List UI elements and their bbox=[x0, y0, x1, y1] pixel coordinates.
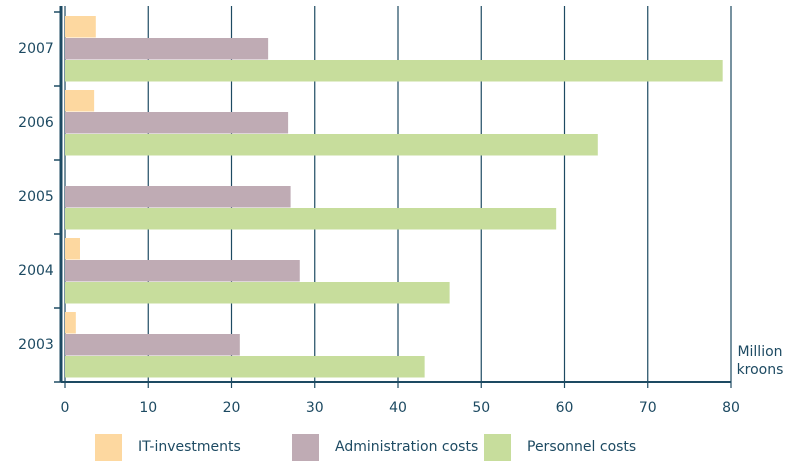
legend-swatch bbox=[95, 434, 122, 461]
bar bbox=[65, 90, 95, 112]
bar bbox=[65, 334, 240, 356]
bar bbox=[65, 238, 80, 260]
bar bbox=[65, 356, 425, 378]
bar bbox=[65, 60, 723, 82]
y-tick-label: 2004 bbox=[18, 263, 54, 279]
x-tick-label: 20 bbox=[223, 400, 241, 416]
x-tick-label: 30 bbox=[306, 400, 324, 416]
bar bbox=[65, 208, 557, 230]
legend-label: IT-investments bbox=[138, 439, 241, 455]
legend-swatch bbox=[292, 434, 319, 461]
x-tick-label: 70 bbox=[639, 400, 657, 416]
bar bbox=[65, 134, 598, 156]
x-tick-label: 0 bbox=[61, 400, 70, 416]
legend-label: Administration costs bbox=[335, 439, 478, 455]
y-tick-label: 2007 bbox=[18, 41, 54, 57]
x-tick-label: 40 bbox=[389, 400, 407, 416]
y-tick-label: 2006 bbox=[18, 115, 54, 131]
x-axis-label: Million kroons bbox=[736, 344, 784, 378]
y-tick-label: 2005 bbox=[18, 189, 54, 205]
x-tick-label: 60 bbox=[556, 400, 574, 416]
bar bbox=[65, 16, 96, 38]
bar bbox=[65, 312, 76, 334]
bar bbox=[65, 260, 300, 282]
x-tick-label: 80 bbox=[722, 400, 740, 416]
x-tick-label: 10 bbox=[139, 400, 157, 416]
bar bbox=[65, 38, 269, 60]
y-tick-label: 2003 bbox=[18, 337, 54, 353]
bar bbox=[65, 112, 289, 134]
bar bbox=[65, 186, 291, 208]
bar bbox=[65, 282, 450, 304]
legend-swatch bbox=[484, 434, 511, 461]
legend-label: Personnel costs bbox=[527, 439, 636, 455]
x-tick-label: 50 bbox=[472, 400, 490, 416]
